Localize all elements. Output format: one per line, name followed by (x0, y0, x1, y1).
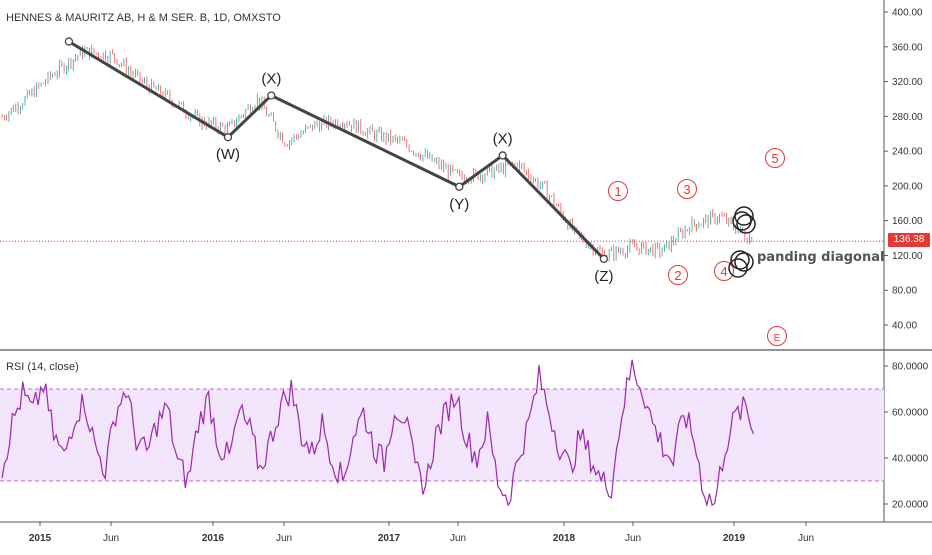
wave-segment (458, 154, 504, 188)
rsi-tick-label: 80.0000 (892, 362, 929, 373)
price-tick-label: 120.00 (892, 251, 923, 262)
circled-wave-marker (767, 326, 787, 346)
time-tick-label: Jun (798, 533, 814, 544)
wave-segment (270, 94, 460, 189)
time-tick-label: 2016 (202, 533, 225, 544)
wave-point (267, 91, 276, 100)
time-tick-label: Jun (625, 533, 641, 544)
price-tick-label: 320.00 (892, 77, 923, 88)
time-tick-label: 2015 (29, 533, 52, 544)
wave-segment (226, 94, 273, 139)
price-tick-label: 240.00 (892, 147, 923, 158)
rsi-tick-label: 60.0000 (892, 408, 929, 419)
overlapping-marker (730, 250, 750, 270)
circled-wave-marker (668, 265, 688, 285)
price-tick-label: 80.00 (892, 286, 917, 297)
circled-wave-marker (765, 148, 785, 168)
overlapping-marker (728, 258, 748, 278)
overlapping-marker (734, 206, 754, 226)
wave-label: (Y) (449, 196, 469, 213)
wave-label: (Z) (594, 268, 613, 285)
time-tick-label: Jun (103, 533, 119, 544)
wave-label: (X) (493, 130, 513, 147)
rsi-line (1, 359, 754, 508)
wave-label: (W) (216, 146, 240, 163)
wave-point (599, 254, 609, 264)
last-price-tag: 136.38 (888, 233, 930, 247)
price-tick-label: 160.00 (892, 216, 923, 227)
circled-wave-marker (714, 261, 734, 281)
rsi-tick-label: 40.0000 (892, 454, 929, 465)
wave-point (455, 182, 464, 191)
time-tick-label: 2019 (723, 533, 746, 544)
price-tick-label: 400.00 (892, 8, 923, 19)
overlapping-marker (734, 252, 754, 272)
wave-point (64, 37, 74, 46)
price-tick-label: 360.00 (892, 42, 923, 53)
circled-wave-label: 2 (674, 268, 681, 283)
expanding-diagonal-annotation: panding diagonal (757, 250, 884, 265)
wave-point (223, 133, 233, 142)
chart-title: HENNES & MAURITZ AB, H & M SER. B, 1D, O… (6, 12, 281, 24)
circled-wave-label: 1 (614, 184, 621, 199)
price-tick-label: 280.00 (892, 112, 923, 123)
circled-wave-marker (677, 179, 697, 199)
circled-wave-marker (608, 181, 628, 201)
wave-segment (68, 40, 229, 139)
rsi-title: RSI (14, close) (6, 361, 79, 373)
wave-segment (501, 154, 605, 260)
overlapping-marker (736, 214, 756, 234)
rsi-tick-label: 20.0000 (892, 500, 929, 511)
time-tick-label: 2017 (378, 533, 401, 544)
circled-wave-label: 3 (683, 182, 690, 197)
wave-point (498, 151, 507, 160)
price-tick-label: 40.00 (892, 321, 917, 332)
price-tick-label: 200.00 (892, 181, 923, 192)
time-tick-label: Jun (450, 533, 466, 544)
time-tick-label: Jun (276, 533, 292, 544)
time-tick-label: 2018 (553, 533, 576, 544)
rsi-band (0, 389, 884, 481)
circled-wave-label: 5 (771, 151, 778, 166)
circled-wave-label: 4 (720, 264, 727, 279)
wave-label: (X) (261, 70, 281, 87)
circled-wave-label: E (774, 333, 781, 344)
